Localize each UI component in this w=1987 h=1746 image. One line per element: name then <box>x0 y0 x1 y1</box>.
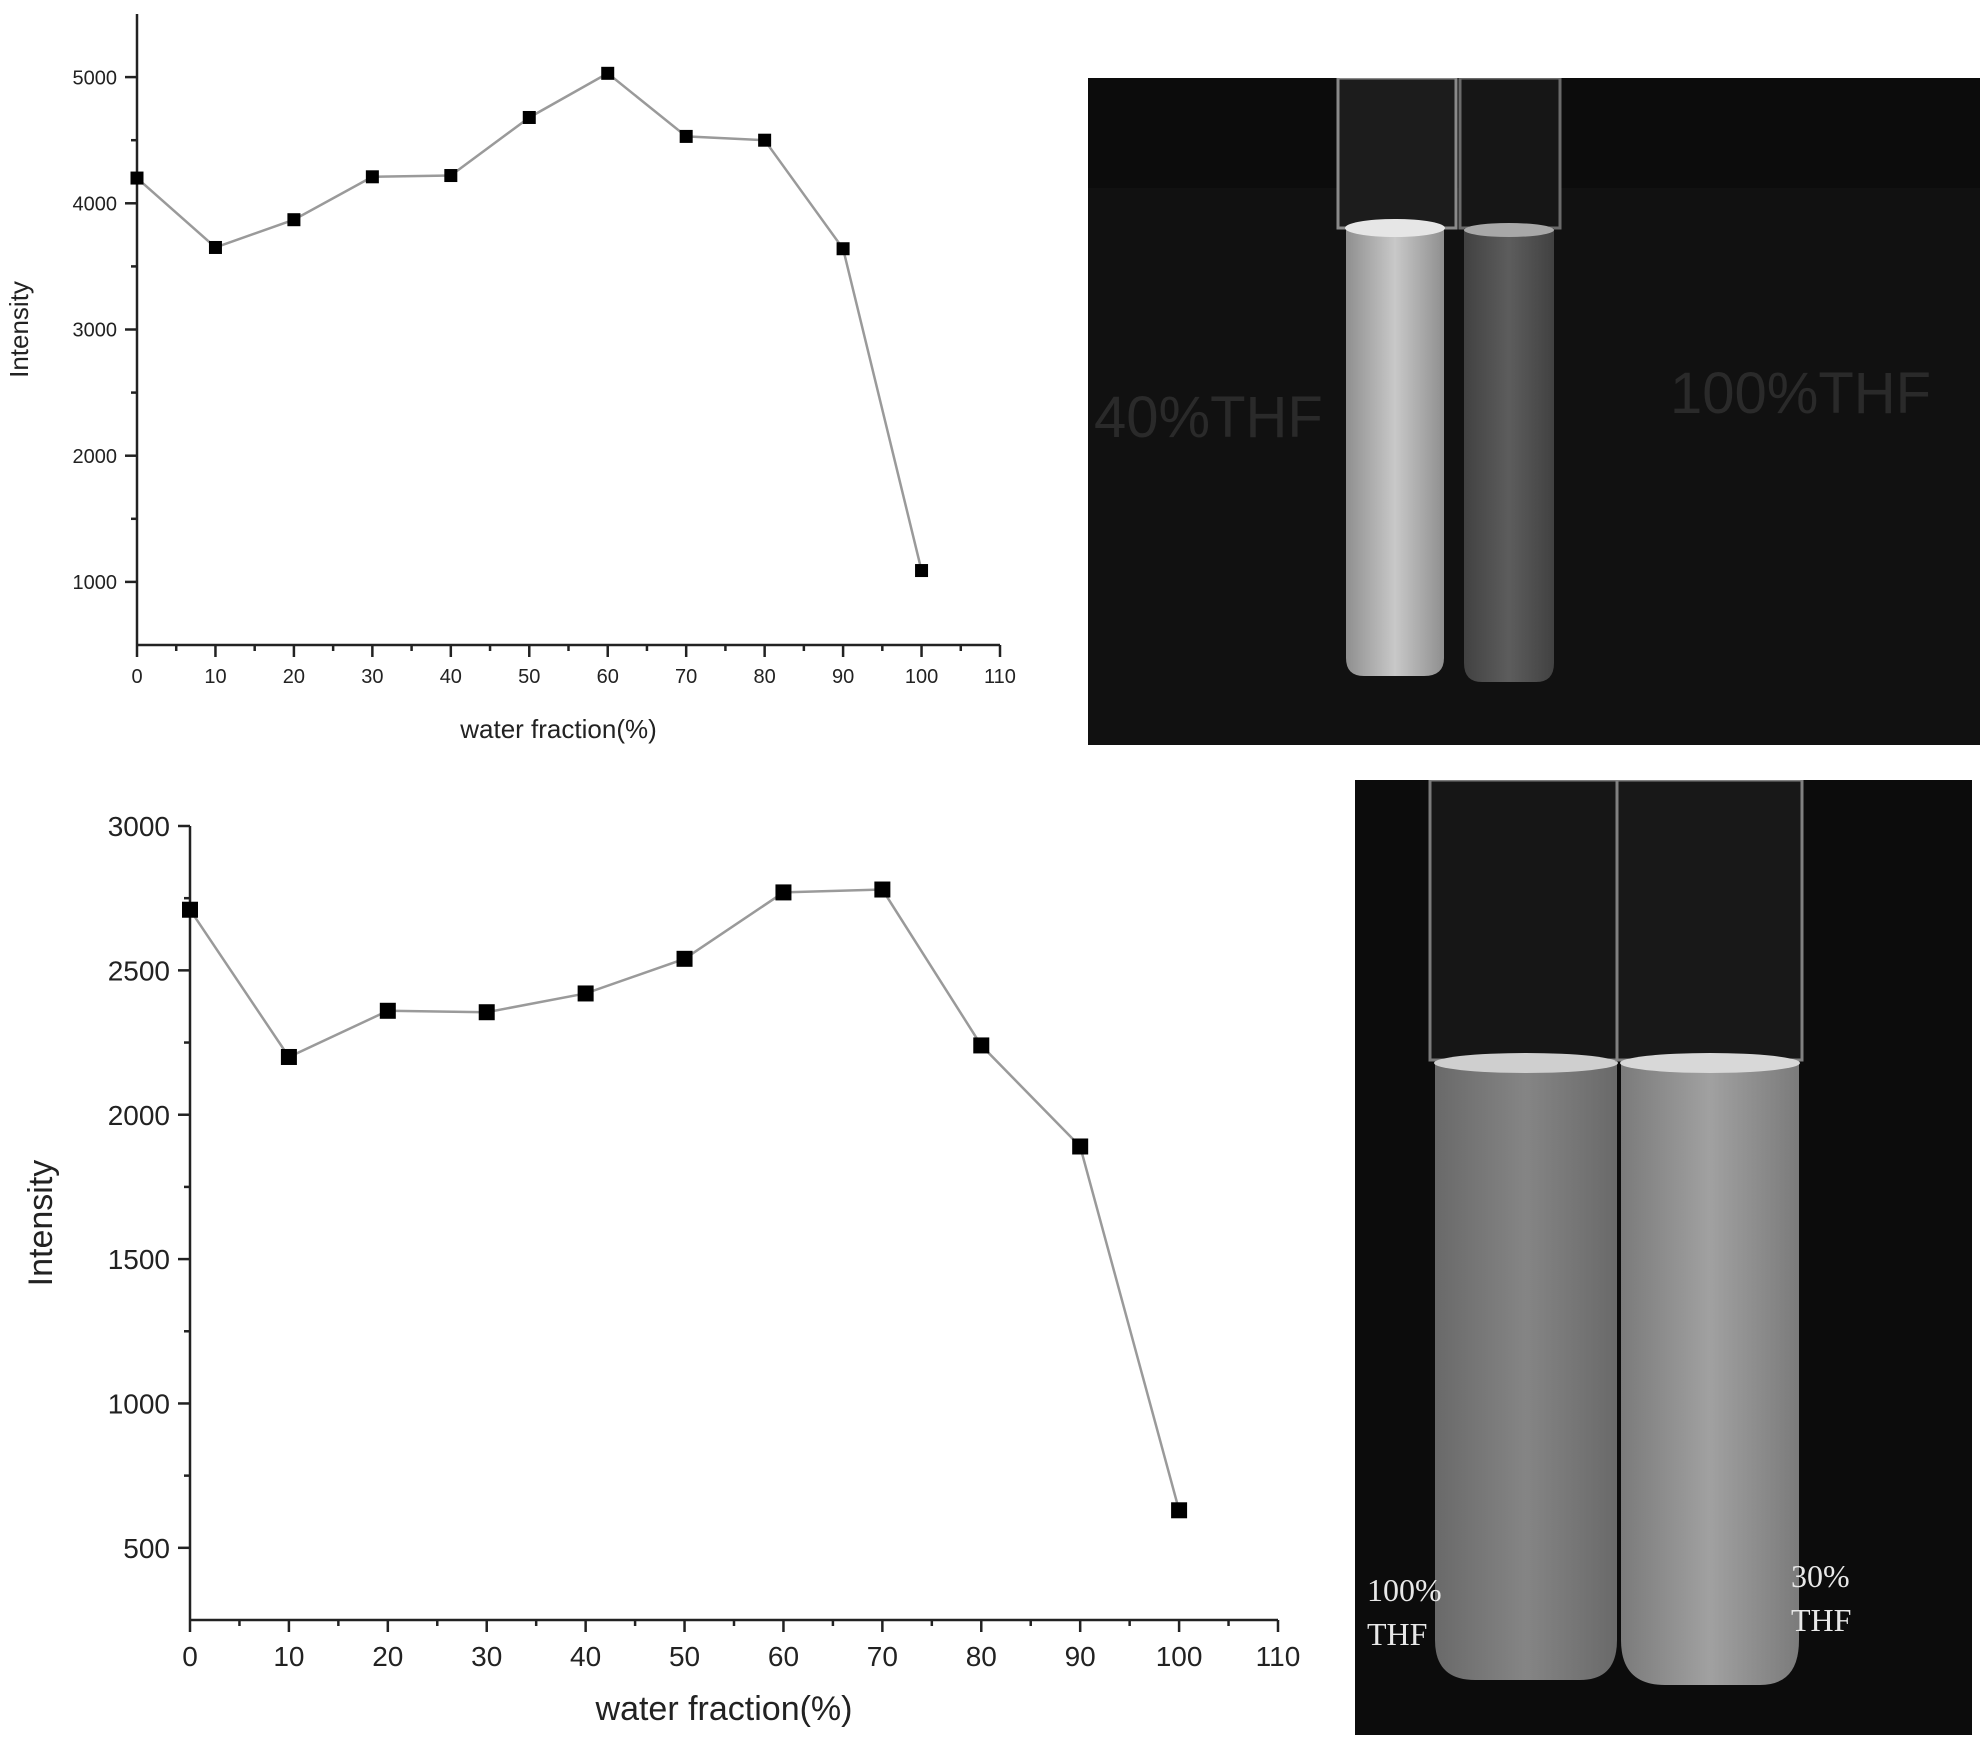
label-100-thf: 100%THF <box>1670 360 1931 427</box>
data-point <box>479 1004 495 1020</box>
data-point <box>973 1037 989 1053</box>
data-point <box>523 111 536 124</box>
y-tick-label: 2000 <box>108 1100 170 1131</box>
x-tick-label: 100 <box>905 666 938 688</box>
data-point <box>680 130 693 143</box>
data-point <box>677 951 693 967</box>
data-point <box>874 882 890 898</box>
y-tick-label: 1500 <box>108 1244 170 1275</box>
chart-top-intensity-vs-water-fraction: 0 10 20 30 40 50 60 70 80 90 100 110 1000 2000 3000 400… <box>4 14 1016 744</box>
label-30-percent: 30% <box>1791 1554 1850 1598</box>
data-point <box>758 134 771 147</box>
x-tick-label: 40 <box>570 1641 601 1672</box>
y-axis-title: Intensity <box>22 1160 60 1287</box>
data-point <box>287 213 300 226</box>
y-tick-label: 1000 <box>73 572 118 594</box>
x-tick-label: 30 <box>471 1641 502 1672</box>
x-tick-label: 10 <box>273 1641 304 1672</box>
y-tick-label: 4000 <box>73 194 118 216</box>
y-tick-label: 3000 <box>73 320 118 342</box>
x-tick-label: 110 <box>984 666 1016 688</box>
test-tubes-illustration-2 <box>1355 780 1972 1735</box>
x-tick-label: 30 <box>361 666 383 688</box>
x-tick-label: 10 <box>204 666 226 688</box>
y-tick-label: 2000 <box>73 446 118 468</box>
x-tick-label: 100 <box>1156 1641 1203 1672</box>
data-point <box>1072 1138 1088 1154</box>
photo-top-test-tubes: 40%THF 100%THF <box>1088 78 1980 745</box>
data-point <box>578 985 594 1001</box>
label-thf-left: THF <box>1367 1612 1427 1656</box>
label-thf-right: THF <box>1791 1598 1851 1642</box>
x-tick-label: 0 <box>182 1641 198 1672</box>
y-tick-label: 3000 <box>108 811 170 842</box>
x-axis-title: water fraction(%) <box>459 714 657 744</box>
data-point <box>915 564 928 577</box>
x-tick-label: 60 <box>768 1641 799 1672</box>
data-point <box>131 172 144 185</box>
series-line <box>190 890 1179 1511</box>
x-tick-label: 90 <box>832 666 854 688</box>
data-point <box>1171 1502 1187 1518</box>
series-line <box>137 73 922 570</box>
data-point <box>380 1003 396 1019</box>
x-tick-label: 80 <box>754 666 776 688</box>
x-tick-label: 110 <box>1256 1641 1301 1672</box>
data-point <box>444 169 457 182</box>
y-tick-label: 500 <box>123 1533 170 1564</box>
x-tick-label: 70 <box>867 1641 898 1672</box>
x-tick-label: 20 <box>372 1641 403 1672</box>
data-point <box>281 1049 297 1065</box>
data-point <box>209 241 222 254</box>
x-tick-label: 50 <box>518 666 540 688</box>
y-tick-label: 5000 <box>73 67 118 89</box>
x-axis-title: water fraction(%) <box>595 1690 853 1728</box>
photo-bottom-test-tubes: 100% THF 30% THF <box>1355 780 1972 1735</box>
x-tick-label: 50 <box>669 1641 700 1672</box>
data-point <box>366 170 379 183</box>
x-tick-label: 0 <box>131 666 142 688</box>
y-tick-label: 1000 <box>108 1389 170 1420</box>
data-point <box>775 884 791 900</box>
data-point <box>837 242 850 255</box>
y-tick-label: 2500 <box>108 955 170 986</box>
x-tick-label: 40 <box>440 666 462 688</box>
y-axis-title: Intensity <box>4 281 34 378</box>
x-tick-label: 90 <box>1065 1641 1096 1672</box>
label-100-percent: 100% <box>1367 1568 1442 1612</box>
x-tick-label: 60 <box>597 666 619 688</box>
data-point <box>601 67 614 80</box>
x-tick-label: 20 <box>283 666 305 688</box>
chart-bottom-intensity-vs-water-fraction: 0 10 20 30 40 50 60 70 80 90 100 110 500 1000 1500 2000… <box>22 811 1300 1728</box>
data-point <box>182 902 198 918</box>
label-40-thf: 40%THF <box>1094 384 1323 451</box>
x-tick-label: 70 <box>675 666 697 688</box>
x-tick-label: 80 <box>966 1641 997 1672</box>
